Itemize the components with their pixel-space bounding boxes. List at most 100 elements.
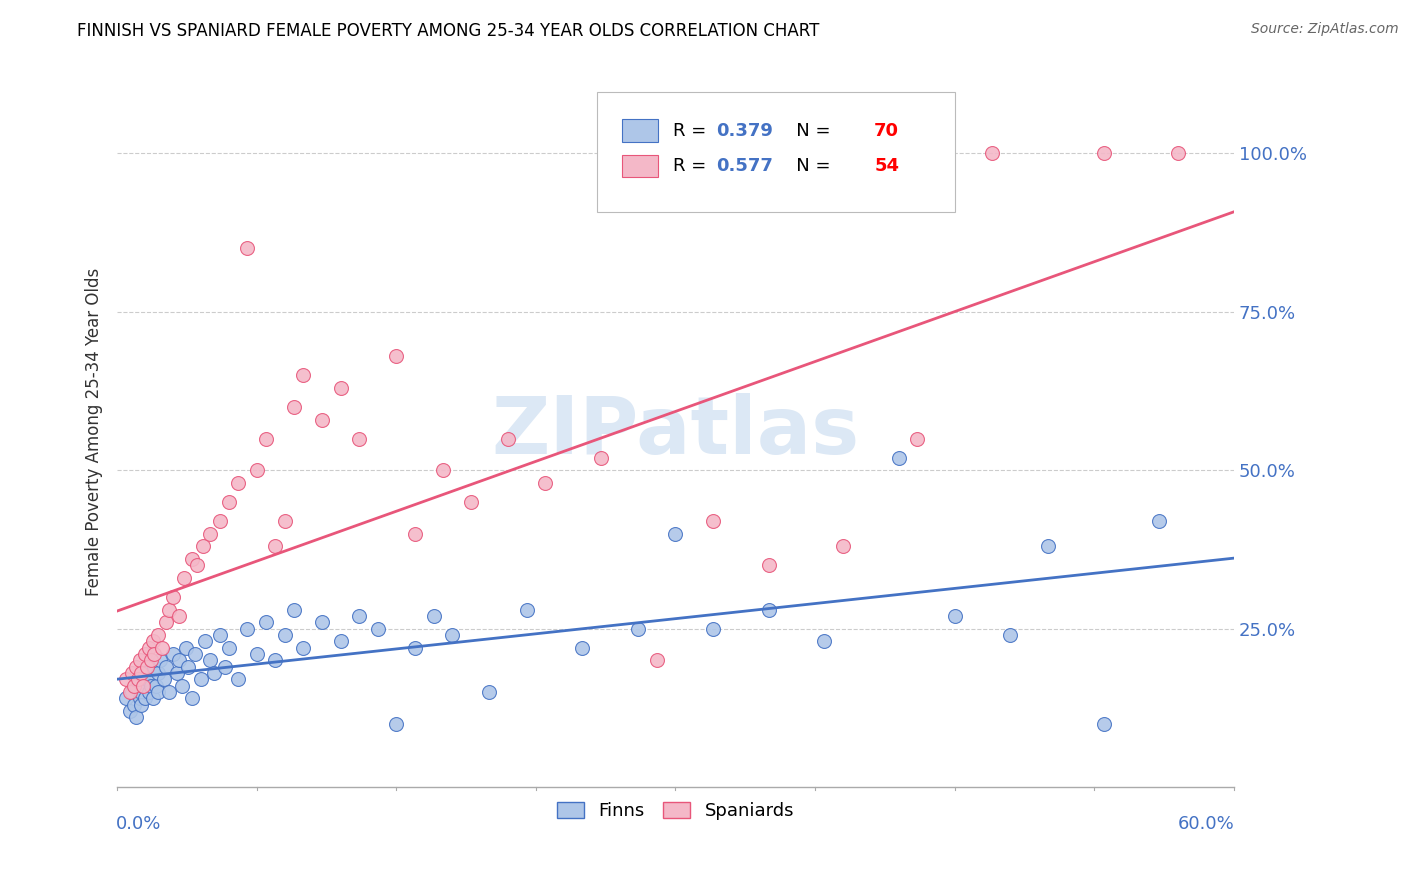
Point bbox=[645, 653, 668, 667]
Point bbox=[115, 672, 138, 686]
Point bbox=[157, 602, 180, 616]
Text: FINNISH VS SPANIARD FEMALE POVERTY AMONG 25-34 YEAR OLDS CORRELATION CHART: FINNISH VS SPANIARD FEMALE POVERTY AMONG… bbox=[77, 22, 820, 40]
Point bbox=[180, 691, 202, 706]
Point bbox=[905, 432, 928, 446]
Point bbox=[173, 571, 195, 585]
Point bbox=[141, 691, 163, 706]
FancyBboxPatch shape bbox=[598, 92, 955, 212]
Point bbox=[758, 558, 780, 573]
Y-axis label: Female Poverty Among 25-34 Year Olds: Female Poverty Among 25-34 Year Olds bbox=[86, 268, 103, 597]
Legend: Finns, Spaniards: Finns, Spaniards bbox=[550, 795, 801, 828]
Point bbox=[139, 679, 162, 693]
Point bbox=[190, 672, 212, 686]
Point bbox=[136, 659, 159, 673]
Point bbox=[138, 685, 160, 699]
Point bbox=[385, 716, 408, 731]
Text: 0.379: 0.379 bbox=[716, 121, 772, 140]
Point bbox=[226, 475, 249, 490]
Point bbox=[627, 622, 650, 636]
Point bbox=[273, 628, 295, 642]
Point bbox=[534, 475, 557, 490]
Point bbox=[264, 653, 287, 667]
Point bbox=[141, 634, 163, 648]
Point bbox=[131, 665, 153, 680]
Point bbox=[758, 602, 780, 616]
Point bbox=[143, 659, 166, 673]
Point bbox=[273, 514, 295, 528]
Point bbox=[200, 653, 222, 667]
Point bbox=[200, 526, 222, 541]
Point bbox=[146, 665, 169, 680]
Point bbox=[132, 679, 155, 693]
Point bbox=[186, 558, 208, 573]
Point bbox=[1149, 514, 1171, 528]
Text: R =: R = bbox=[673, 157, 713, 175]
Point bbox=[1000, 628, 1022, 642]
Point bbox=[813, 634, 835, 648]
Point bbox=[132, 679, 155, 693]
Point bbox=[155, 615, 177, 630]
Point bbox=[980, 146, 1002, 161]
Text: 54: 54 bbox=[875, 157, 900, 175]
Point bbox=[478, 685, 501, 699]
Point bbox=[887, 450, 910, 465]
Point bbox=[516, 602, 538, 616]
Point bbox=[1167, 146, 1189, 161]
Point bbox=[125, 710, 148, 724]
Point bbox=[292, 368, 315, 383]
Point bbox=[329, 634, 352, 648]
Point bbox=[246, 647, 269, 661]
Point bbox=[441, 628, 464, 642]
FancyBboxPatch shape bbox=[621, 155, 658, 178]
Point bbox=[236, 242, 259, 256]
Point bbox=[218, 640, 240, 655]
Point bbox=[177, 659, 200, 673]
Point bbox=[589, 450, 612, 465]
Point bbox=[1036, 539, 1059, 553]
Point bbox=[145, 679, 167, 693]
Point bbox=[122, 698, 145, 712]
Point bbox=[174, 640, 197, 655]
Point bbox=[146, 685, 169, 699]
Text: R =: R = bbox=[673, 121, 713, 140]
Point bbox=[311, 615, 333, 630]
Point bbox=[311, 412, 333, 426]
Point bbox=[128, 691, 150, 706]
Text: N =: N = bbox=[779, 157, 837, 175]
Point bbox=[283, 400, 305, 414]
Point bbox=[120, 704, 142, 718]
Point bbox=[131, 698, 153, 712]
Text: ZIPatlas: ZIPatlas bbox=[491, 393, 859, 471]
Point bbox=[226, 672, 249, 686]
Point bbox=[172, 679, 194, 693]
Point bbox=[422, 608, 444, 623]
Point bbox=[943, 608, 966, 623]
Point bbox=[194, 634, 217, 648]
Point bbox=[150, 640, 173, 655]
Point bbox=[146, 628, 169, 642]
Text: 0.577: 0.577 bbox=[716, 157, 772, 175]
Point bbox=[155, 659, 177, 673]
Point bbox=[208, 628, 231, 642]
Point bbox=[157, 685, 180, 699]
Point bbox=[432, 463, 454, 477]
Point bbox=[702, 622, 724, 636]
Point bbox=[125, 679, 148, 693]
Point bbox=[702, 514, 724, 528]
Point bbox=[385, 349, 408, 363]
Point bbox=[571, 640, 593, 655]
Point bbox=[149, 653, 172, 667]
Point bbox=[404, 640, 426, 655]
Point bbox=[496, 432, 519, 446]
Point bbox=[404, 526, 426, 541]
Point bbox=[121, 685, 143, 699]
Text: 0.0%: 0.0% bbox=[117, 815, 162, 833]
Text: 60.0%: 60.0% bbox=[1178, 815, 1234, 833]
Point bbox=[120, 685, 142, 699]
Point bbox=[167, 653, 190, 667]
Point bbox=[236, 622, 259, 636]
Point bbox=[460, 495, 482, 509]
Point bbox=[292, 640, 315, 655]
Point bbox=[136, 672, 159, 686]
Point bbox=[214, 659, 236, 673]
